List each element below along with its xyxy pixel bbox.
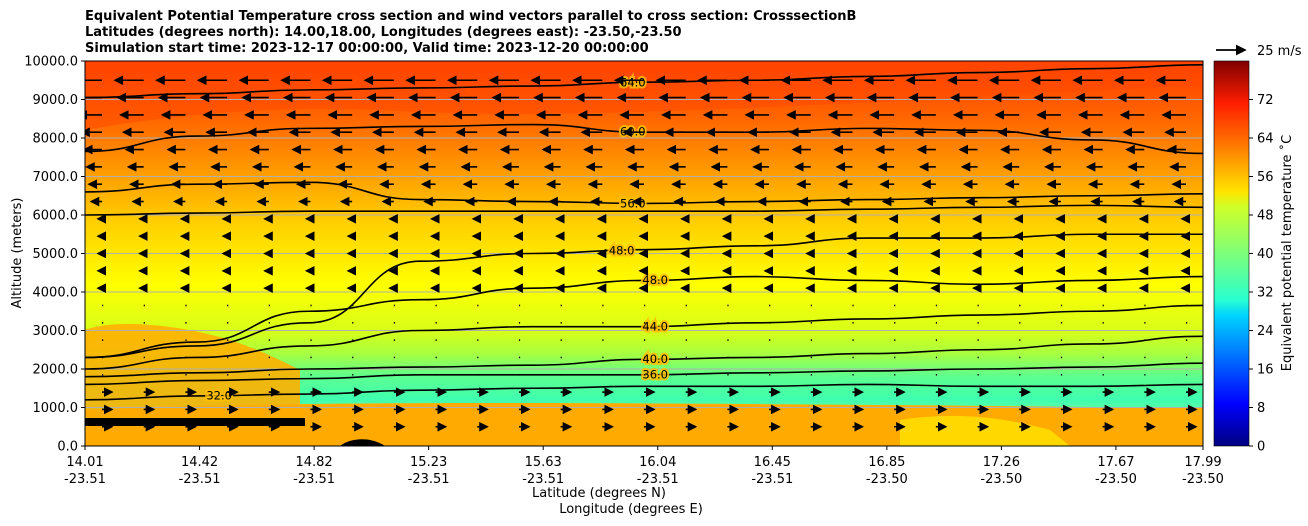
contour-line: [85, 383, 1203, 401]
x-tick-lat: 14.42: [181, 455, 218, 470]
x-tick-lon: -23.51: [751, 472, 793, 487]
contour-line: [85, 64, 1203, 99]
contour-line: [85, 335, 1203, 378]
contour-label: 40.0: [642, 352, 668, 366]
x-tick-lat: 16.04: [639, 455, 676, 470]
x-tick-lat: 16.85: [868, 455, 905, 470]
y-axis-label: Altitude (meters): [10, 198, 25, 309]
x-tick-lat: 17.67: [1097, 455, 1134, 470]
terrain: [340, 439, 385, 446]
x-tick-lat: 17.99: [1184, 455, 1221, 470]
contour-label: 64.0: [620, 76, 646, 90]
y-tick-label: 3000.0: [33, 324, 79, 339]
chart-title: Equivalent Potential Temperature cross s…: [85, 9, 856, 57]
x-tick-lon: -23.50: [1095, 472, 1137, 487]
contour-label: 48.0: [609, 243, 635, 257]
contour-line: [85, 204, 1203, 216]
plot-area: 64.060.056.048.048.044.040.036.032.0: [85, 61, 1203, 446]
colorbar-tick-label: 16: [1257, 363, 1274, 378]
contour-label: 32.0: [206, 389, 232, 403]
colorbar-label: Equivalent potential temperature ˚C: [1279, 135, 1295, 371]
wind-vectors: [85, 75, 1198, 432]
x-tick-lat: 16.45: [754, 455, 791, 470]
title-line-1: Equivalent Potential Temperature cross s…: [85, 9, 857, 24]
y-tick-label: 2000.0: [33, 363, 79, 378]
y-tick-label: 1000.0: [33, 401, 79, 416]
x-axis-label-latitude: Latitude (degrees N): [532, 486, 666, 501]
x-tick-lat: 17.26: [983, 455, 1020, 470]
contour-label: 36.0: [642, 368, 668, 382]
colorbar-tick-label: 24: [1257, 324, 1274, 339]
contour-line: [85, 123, 1203, 155]
colorbar-tick-label: 32: [1257, 286, 1274, 301]
contour-label: 48.0: [642, 273, 668, 287]
colorbar: [1214, 61, 1249, 446]
y-tick-label: 9000.0: [33, 93, 79, 108]
y-tick-label: 4000.0: [33, 286, 79, 301]
x-axis: 14.01 -23.51 14.42 -23.51 14.82 -23.51 15.23 -2…: [64, 446, 1224, 487]
colorbar-tick-label: 64: [1257, 132, 1274, 147]
colorbar-tick-label: 40: [1257, 247, 1274, 262]
y-tick-label: 8000.0: [33, 132, 79, 147]
x-tick-lon: -23.51: [64, 472, 106, 487]
y-tick-label: 6000.0: [33, 209, 79, 224]
title-line-2: Latitudes (degrees north): 14.00,18.00, …: [85, 25, 682, 40]
colorbar-tick-label: 48: [1257, 209, 1274, 224]
y-tick-label: 0.0: [57, 440, 78, 455]
x-tick-lon: -23.51: [637, 472, 679, 487]
x-tick-lat: 15.23: [410, 455, 447, 470]
x-axis-label-longitude: Longitude (degrees E): [559, 502, 703, 517]
colorbar-tick-label: 72: [1257, 93, 1274, 108]
x-tick-lon: -23.50: [980, 472, 1022, 487]
y-axis: 0.0 1000.0 2000.0 3000.0 4000.0 5000.0 6000.0 7…: [24, 55, 85, 455]
colorbar-tick-label: 56: [1257, 170, 1274, 185]
x-tick-lon: -23.51: [408, 472, 450, 487]
inversion-contours: [85, 418, 305, 426]
contour-label: 44.0: [642, 319, 668, 333]
colorbar-ticks: 0 8 16 24 32 40 48 56 64 72: [1249, 93, 1274, 455]
y-tick-label: 10000.0: [24, 55, 78, 70]
x-tick-lat: 14.82: [295, 455, 332, 470]
contour-label: 56.0: [620, 196, 646, 210]
x-tick-lon: -23.51: [179, 472, 221, 487]
y-tick-label: 7000.0: [33, 170, 79, 185]
contour-line: [85, 275, 1203, 359]
contour-line: [85, 233, 1203, 359]
x-tick-lon: -23.50: [866, 472, 908, 487]
x-tick-lat: 15.63: [525, 455, 562, 470]
colorbar-tick-label: 0: [1257, 440, 1265, 455]
x-tick-lon: -23.51: [522, 472, 564, 487]
colorbar-tick-label: 8: [1257, 401, 1265, 416]
y-tick-label: 5000.0: [33, 247, 79, 262]
x-tick-lon: -23.50: [1182, 472, 1224, 487]
quiver-key-label: 25 m/s: [1257, 44, 1302, 59]
x-tick-lat: 14.01: [66, 455, 103, 470]
contour-line: [85, 304, 1203, 370]
title-line-3: Simulation start time: 2023-12-17 00:00:…: [85, 41, 649, 56]
x-tick-lon: -23.51: [293, 472, 335, 487]
